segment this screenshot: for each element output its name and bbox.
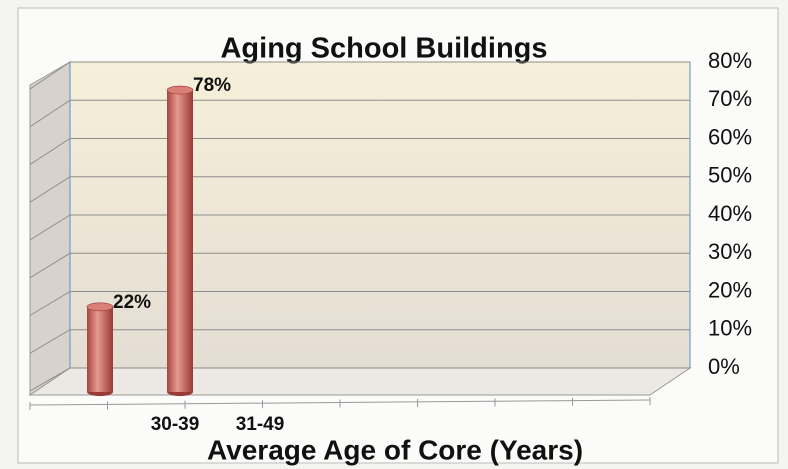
y-tick-label: 0% [708, 354, 740, 379]
grid-line-side [29, 99, 71, 128]
y-tick-label: 40% [708, 201, 752, 226]
bar [167, 90, 193, 392]
grid-line-side [29, 367, 71, 392]
y-tick-label: 70% [708, 86, 752, 111]
grid-line-side [29, 214, 71, 241]
bar [87, 306, 113, 392]
y-tick-label: 50% [708, 163, 752, 188]
grid-line-side [29, 138, 71, 165]
x-tick-label: 31-49 [236, 414, 285, 435]
y-tick-label: 60% [708, 124, 752, 149]
y-tick-label: 10% [708, 316, 752, 341]
y-tick-label: 30% [708, 239, 752, 264]
grid-line-side [29, 329, 71, 354]
bar-top [166, 85, 194, 95]
y-tick-label: 80% [708, 48, 752, 73]
grid-line-side [29, 252, 71, 279]
floor [28, 367, 692, 396]
data-label: 78% [193, 75, 231, 96]
chart-title: Aging School Buildings [220, 33, 547, 65]
data-label: 22% [113, 292, 151, 313]
bar-top [86, 302, 114, 312]
grid-line-side [29, 291, 71, 316]
y-tick-label: 20% [708, 277, 752, 302]
side-wall [29, 61, 71, 396]
grid-line-side [29, 61, 71, 90]
x-tick-label: 30-39 [151, 414, 200, 435]
grid-line-side [29, 176, 71, 203]
x-axis-title: Average Age of Core (Years) [207, 434, 583, 465]
